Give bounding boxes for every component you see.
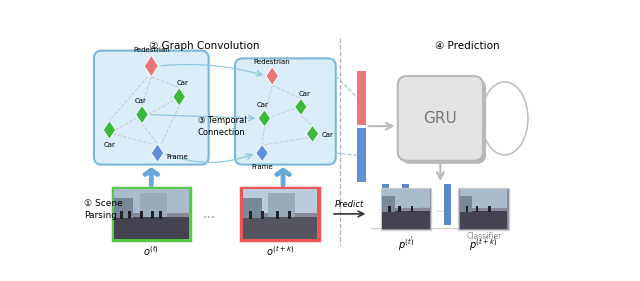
Text: $p^{(t\')}$: $p^{(t\')}$ <box>398 234 414 253</box>
Polygon shape <box>307 125 319 142</box>
Text: ② Graph Convolution: ② Graph Convolution <box>148 41 259 51</box>
Bar <box>460 211 507 229</box>
Text: ④ Prediction: ④ Prediction <box>435 41 500 51</box>
Bar <box>288 211 291 219</box>
Text: GRU: GRU <box>424 111 457 126</box>
Text: Frame: Frame <box>252 164 273 170</box>
Text: $o^{(t)}$: $o^{(t)}$ <box>143 244 159 258</box>
Bar <box>402 184 408 225</box>
Text: $o^{(t+k)}$: $o^{(t+k)}$ <box>266 244 294 258</box>
Polygon shape <box>256 145 268 162</box>
Text: Classifier: Classifier <box>467 232 502 241</box>
Bar <box>358 71 366 124</box>
Text: ③ Temporal
Connection: ③ Temporal Connection <box>198 116 246 137</box>
Bar <box>411 205 413 212</box>
Text: Car: Car <box>256 102 268 108</box>
Text: ...: ... <box>435 202 446 215</box>
Bar <box>476 205 478 212</box>
Text: Car: Car <box>177 80 188 86</box>
Text: ① Scene
Parsing: ① Scene Parsing <box>84 199 123 220</box>
Bar <box>488 205 491 212</box>
Bar <box>460 196 472 212</box>
FancyBboxPatch shape <box>397 76 483 161</box>
Bar <box>243 198 262 218</box>
Bar <box>382 211 429 229</box>
Text: Predict: Predict <box>335 200 364 209</box>
Text: Car: Car <box>134 98 147 104</box>
Polygon shape <box>259 110 271 127</box>
Bar <box>382 196 395 212</box>
Text: Car: Car <box>104 142 115 148</box>
Bar <box>114 189 189 213</box>
Text: Car: Car <box>322 132 333 138</box>
Bar <box>241 188 319 240</box>
Text: ...: ... <box>419 198 431 211</box>
Bar <box>388 205 390 212</box>
FancyBboxPatch shape <box>94 51 209 165</box>
Bar <box>249 211 252 219</box>
Bar <box>243 217 317 239</box>
Polygon shape <box>173 88 186 106</box>
Bar <box>260 211 264 219</box>
Bar <box>128 211 131 219</box>
Bar <box>358 128 366 182</box>
Text: ...: ... <box>215 108 227 121</box>
Bar <box>159 211 162 219</box>
Bar <box>268 193 296 217</box>
Bar <box>140 211 143 219</box>
Bar <box>381 188 431 230</box>
Bar <box>460 189 507 208</box>
Bar <box>382 189 429 208</box>
Polygon shape <box>145 55 158 77</box>
Polygon shape <box>151 144 164 162</box>
Bar <box>458 188 509 230</box>
Bar <box>140 193 167 217</box>
Text: Pedestrian: Pedestrian <box>133 47 170 53</box>
Polygon shape <box>266 67 278 85</box>
Bar <box>120 211 124 219</box>
Bar <box>382 184 389 225</box>
FancyBboxPatch shape <box>235 58 336 165</box>
Bar <box>276 211 279 219</box>
Text: Frame: Frame <box>167 154 188 160</box>
Text: $p^{(t\'+k\')}$: $p^{(t\'+k\')}$ <box>469 234 497 253</box>
Polygon shape <box>103 121 116 139</box>
Bar <box>113 188 190 240</box>
Bar <box>444 184 451 225</box>
Text: Car: Car <box>299 91 310 97</box>
Bar <box>114 217 189 239</box>
Bar <box>398 205 401 212</box>
Bar <box>243 189 317 213</box>
FancyBboxPatch shape <box>401 79 486 164</box>
Polygon shape <box>136 105 148 124</box>
Text: Pedestrian: Pedestrian <box>254 58 291 65</box>
Polygon shape <box>294 98 307 115</box>
Bar <box>114 198 134 218</box>
Bar <box>151 211 154 219</box>
Bar <box>466 205 468 212</box>
Text: ...: ... <box>203 207 216 221</box>
